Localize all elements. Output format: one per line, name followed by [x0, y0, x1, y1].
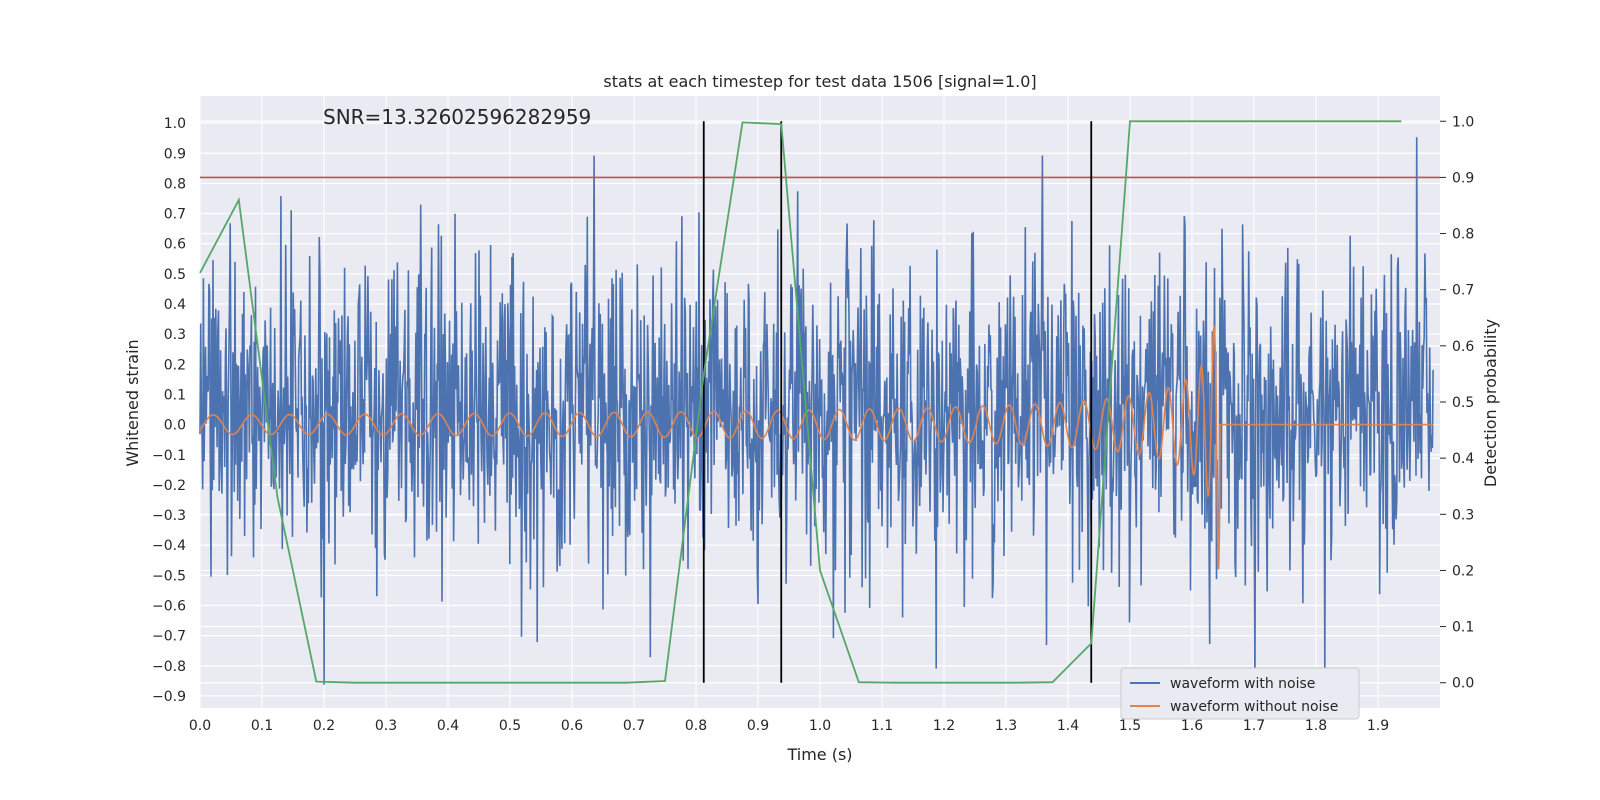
y-tick-label: 0.2 [164, 357, 186, 373]
x-tick-label: 1.8 [1305, 718, 1327, 734]
y2-tick-label: 1.0 [1452, 114, 1474, 130]
x-tick-label: 0.7 [623, 718, 645, 734]
y-tick-label: 0.6 [164, 237, 186, 253]
x-tick-label: 0.0 [189, 718, 211, 734]
y2-tick-label: 0.4 [1452, 451, 1474, 467]
noisy-waveform-line [199, 137, 1434, 690]
y2-tick-label: 0.0 [1452, 676, 1474, 692]
y-tick-label: −0.5 [152, 568, 186, 584]
y-tick-label: 0.9 [164, 146, 186, 162]
y-tick-label: −0.6 [152, 598, 186, 614]
y-tick-label: −0.8 [152, 659, 186, 675]
y2-tick-label: 0.1 [1452, 620, 1474, 636]
chart-title: stats at each timestep for test data 150… [603, 72, 1036, 91]
y-tick-label: 0.8 [164, 176, 186, 192]
y2-tick-label: 0.8 [1452, 227, 1474, 243]
y-tick-label: −0.1 [152, 448, 186, 464]
legend: waveform with noise waveform without noi… [1120, 667, 1360, 720]
y-tick-label: 0.7 [164, 207, 186, 223]
x-tick-label: 1.3 [995, 718, 1017, 734]
y-tick-label: −0.3 [152, 508, 186, 524]
x-tick-label: 1.5 [1119, 718, 1141, 734]
y-tick-label: 0.1 [164, 387, 186, 403]
y-tick-label: −0.4 [152, 538, 186, 554]
x-tick-label: 1.9 [1367, 718, 1389, 734]
x-tick-label: 1.2 [933, 718, 955, 734]
x-tick-label: 0.3 [375, 718, 397, 734]
legend-label-noise: waveform with noise [1170, 676, 1315, 692]
x-tick-label: 1.0 [809, 718, 831, 734]
detection-probability-line [199, 120, 1402, 684]
y-axis-label: Whitened strain [123, 339, 142, 466]
legend-box [1120, 667, 1360, 720]
x-axis-label: Time (s) [786, 745, 852, 764]
x-tick-label: 0.5 [499, 718, 521, 734]
x-tick-labels: 0.0 0.1 0.2 0.3 0.4 0.5 0.6 0.7 0.8 0.9 1.0 1.1 1.2 1… [189, 718, 1389, 734]
clean-waveform-line [199, 324, 1434, 570]
series-waveform-without-noise [199, 324, 1434, 570]
x-tick-label: 0.1 [251, 718, 273, 734]
y2-tick-label: 0.6 [1452, 339, 1474, 355]
series-detection-probability [199, 120, 1402, 684]
y2-tick-label: 0.7 [1452, 283, 1474, 299]
y-tick-labels: 1.0 0.9 0.8 0.7 0.6 0.5 0.4 0.3 0.2 0.1 0.0 −0.1 −0.… [152, 116, 186, 705]
x-tick-label: 0.2 [313, 718, 335, 734]
y-tick-label: 0.5 [164, 267, 186, 283]
x-tick-label: 0.8 [685, 718, 707, 734]
x-tick-label: 1.7 [1243, 718, 1265, 734]
x-tick-label: 0.4 [437, 718, 459, 734]
grid [199, 96, 1440, 708]
y-tick-label: −0.9 [152, 689, 186, 705]
y2-tick-label: 0.5 [1452, 395, 1474, 411]
y-tick-label: −0.2 [152, 478, 186, 494]
y2-tick-labels: 1.0 0.9 0.8 0.7 0.6 0.5 0.4 0.3 0.2 0.1 0.0 [1440, 114, 1474, 692]
x-tick-label: 1.1 [871, 718, 893, 734]
y-tick-label: 0.0 [164, 418, 186, 434]
series-waveform-with-noise [199, 137, 1434, 690]
x-tick-label: 0.6 [561, 718, 583, 734]
y-tick-label: 0.4 [164, 297, 186, 313]
y2-tick-label: 0.9 [1452, 170, 1474, 186]
x-tick-label: 1.6 [1181, 718, 1203, 734]
x-tick-label: 1.4 [1057, 718, 1079, 734]
y2-tick-label: 0.3 [1452, 507, 1474, 523]
y-tick-label: −0.7 [152, 629, 186, 645]
y2-axis-label: Detection probability [1481, 319, 1500, 487]
snr-annotation: SNR=13.32602596282959 [323, 105, 591, 129]
y-tick-label: 0.3 [164, 327, 186, 343]
reference-lines [200, 121, 1440, 683]
x-tick-label: 0.9 [747, 718, 769, 734]
y-tick-label: 1.0 [164, 116, 186, 132]
y2-tick-label: 0.2 [1452, 563, 1474, 579]
legend-label-clean: waveform without noise [1170, 699, 1338, 715]
